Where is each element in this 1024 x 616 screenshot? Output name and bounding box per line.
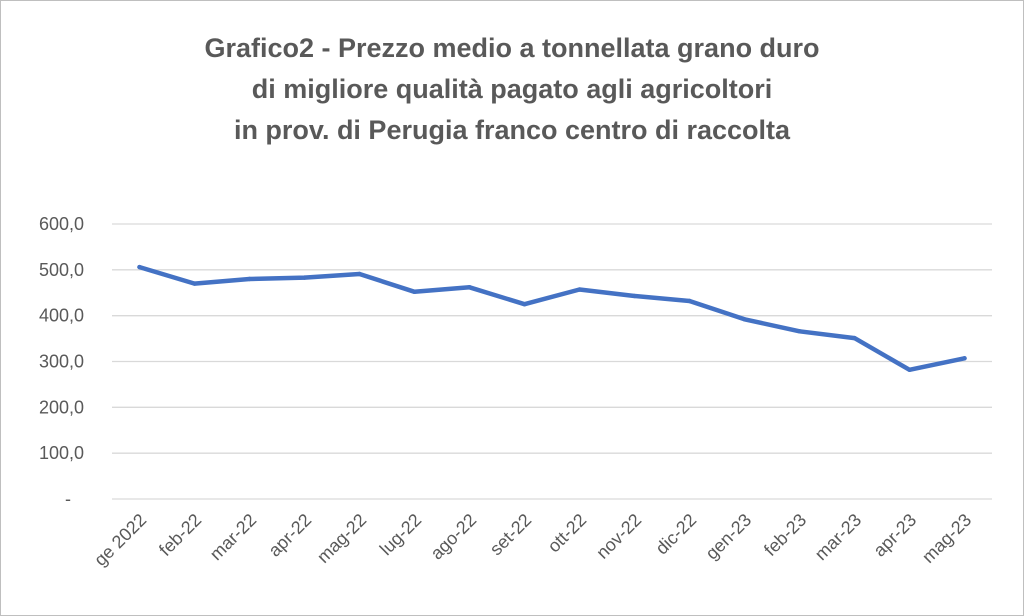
- x-tick-label: mag-23: [918, 510, 975, 567]
- y-tick-label: 600,0: [39, 214, 84, 234]
- x-tick-label: apr-23: [869, 510, 920, 561]
- data-point: [467, 285, 472, 290]
- data-point: [357, 271, 362, 277]
- x-tick-label: set-22: [486, 510, 536, 560]
- y-tick-label: 400,0: [39, 306, 84, 326]
- x-tick-label: lug-22: [376, 510, 426, 560]
- chart-title-line-3: in prov. di Perugia franco centro di rac…: [233, 115, 791, 145]
- series-group: [137, 264, 967, 373]
- series-line: [137, 264, 967, 373]
- data-point: [797, 329, 802, 334]
- data-point: [742, 317, 747, 322]
- data-point: [907, 367, 912, 372]
- data-point: [852, 335, 857, 341]
- y-axis-ticks: - 100,0 200,0 300,0 400,0 500,0 600,0: [39, 214, 84, 509]
- x-tick-label: ott-22: [544, 510, 591, 557]
- data-point: [302, 275, 307, 280]
- data-point: [192, 281, 197, 286]
- chart-title-line-2: di migliore qualità pagato agli agricolt…: [251, 74, 773, 104]
- data-point: [962, 356, 967, 361]
- data-point: [412, 289, 417, 295]
- gridlines: [112, 223, 992, 500]
- data-point: [522, 302, 527, 307]
- y-tick-label: -: [65, 489, 71, 509]
- data-point: [137, 264, 142, 270]
- y-tick-label: 200,0: [39, 397, 84, 417]
- y-tick-label: 500,0: [39, 260, 84, 280]
- x-tick-label: feb-23: [760, 510, 810, 560]
- chart-title: Grafico2 - Prezzo medio a tonnellata gra…: [0, 28, 1024, 151]
- y-tick-label: 100,0: [39, 443, 84, 463]
- x-tick-label: gen-23: [702, 510, 756, 564]
- chart-title-line-1: Grafico2 - Prezzo medio a tonnellata gra…: [204, 33, 820, 63]
- x-tick-label: ago-22: [427, 510, 481, 564]
- x-tick-label: mar-22: [206, 510, 260, 564]
- x-tick-label: dic-22: [652, 510, 701, 559]
- data-point: [577, 287, 582, 292]
- x-tick-label: apr-22: [264, 510, 315, 561]
- data-point: [247, 276, 252, 282]
- data-point: [687, 298, 692, 304]
- x-tick-label: mar-23: [811, 510, 865, 564]
- x-tick-label: feb-22: [155, 510, 205, 560]
- x-tick-label: mag-22: [313, 510, 370, 567]
- x-tick-label: nov-22: [592, 510, 645, 563]
- data-point: [632, 293, 637, 299]
- y-tick-label: 300,0: [39, 352, 84, 372]
- x-tick-label: ge 2022: [90, 510, 150, 570]
